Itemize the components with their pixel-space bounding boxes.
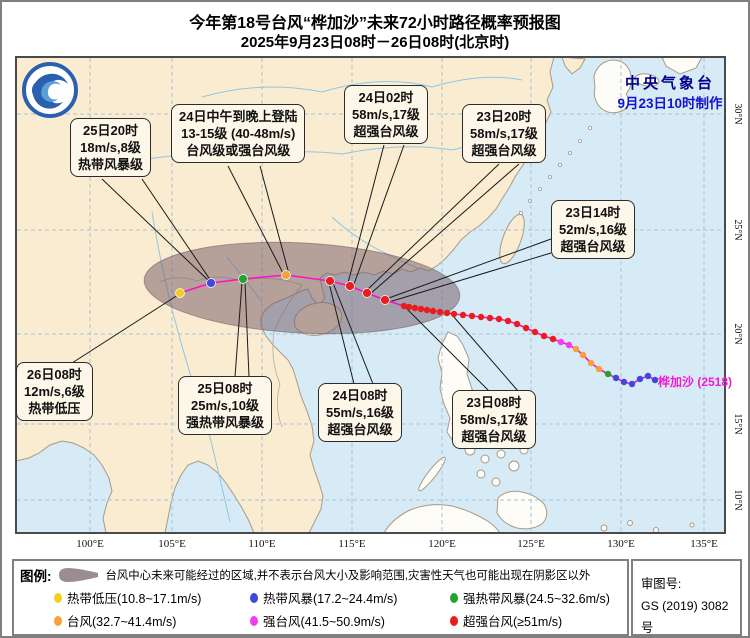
shikoku <box>634 73 660 87</box>
legend-title: 图例: <box>20 569 52 584</box>
kyushu <box>593 59 632 114</box>
map-review-number-box: 审图号: GS (2019) 3082号 <box>631 559 742 636</box>
callout-leader-lines <box>71 144 552 392</box>
svg-text:25°N: 25°N <box>732 219 743 240</box>
svg-text:15°N: 15°N <box>732 413 743 434</box>
legend-item-ty: 台风(32.7~41.4m/s) <box>54 611 250 630</box>
map-border <box>15 56 726 534</box>
callout-23d20h: 23日20时 58m/s,17级 超强台风级 <box>462 104 546 164</box>
legend-dot-ts-icon <box>250 592 258 603</box>
callout-25d08h: 25日08时 25m/s,10级 强热带风暴级 <box>178 376 273 436</box>
svg-text:105°E: 105°E <box>158 538 186 550</box>
callout-25d20h: 25日20时 18m/s,8级 热带风暴级 <box>70 118 152 178</box>
svg-text:115°E: 115°E <box>338 538 365 550</box>
mindanao-island <box>496 490 548 530</box>
svg-text:10°N: 10°N <box>732 489 743 510</box>
review-number: GS (2019) 3082号 <box>641 599 729 636</box>
legend-cone-note: 台风中心未来可能经过的区域,并不表示台风大小及影响范围,灾害性天气也可能出现在阴… <box>105 570 591 582</box>
palawan-island <box>418 456 446 492</box>
svg-text:120°E: 120°E <box>428 538 456 550</box>
review-label: 审图号: <box>641 577 682 591</box>
svg-text:130°E: 130°E <box>607 538 635 550</box>
page-subtitle: 2025年9月23日08时－26日08时(北京时) <box>240 34 510 51</box>
callout-23d14h: 23日14时 52m/s,16级 超强台风级 <box>551 200 635 260</box>
legend-item-sup: 超强台风(≥51m/s) <box>450 611 650 630</box>
svg-text:20°N: 20°N <box>732 323 743 344</box>
callout-24d02h: 24日02时 58m/s,17级 超强台风级 <box>344 85 428 145</box>
svg-text:125°E: 125°E <box>517 538 545 550</box>
axis-labels: 100°E 105°E 110°E 115°E 120°E 125°E 130°E 135°E… <box>76 103 743 550</box>
agency-name: 中央气象台 <box>624 75 715 92</box>
callout-23d08h: 23日08时 58m/s,17级 超强台风级 <box>452 390 536 450</box>
legend-dot-ty-icon <box>54 615 62 626</box>
legend-box: 图例: 台风中心未来可能经过的区域,并不表示台风大小及影响范围,灾害性天气也可能… <box>12 559 629 636</box>
legend-dot-sup-icon <box>450 615 458 626</box>
track-points <box>175 270 659 388</box>
cone-legend-icon <box>58 568 98 582</box>
callout-24d-landfall: 24日中午到晚上登陆 13-15级 (40-48m/s) 台风级或强台风级 <box>171 104 306 164</box>
legend-dot-sts-icon <box>450 592 458 603</box>
honshu-corner <box>661 57 703 75</box>
svg-text:135°E: 135°E <box>690 538 718 550</box>
legend-dot-sty-icon <box>250 615 258 626</box>
legend-item-sty: 强台风(41.5~50.9m/s) <box>250 611 450 630</box>
legend-item-ts: 热带风暴(17.2~24.4m/s) <box>250 588 450 607</box>
legend-dot-td-icon <box>54 592 62 603</box>
legend-item-sts: 强热带风暴(24.5~32.6m/s) <box>450 588 650 607</box>
callout-26d08h: 26日08时 12m/s,6级 热带低压 <box>16 362 93 422</box>
svg-text:30°N: 30°N <box>732 103 743 124</box>
korea-tip <box>561 57 586 75</box>
svg-text:100°E: 100°E <box>76 538 104 550</box>
probability-cone <box>143 241 461 335</box>
borneo-edge <box>383 504 501 533</box>
legend-item-td: 热带低压(10.8~17.1m/s) <box>54 588 250 607</box>
page-title: 今年第18号台风“桦加沙”未来72小时路径概率预报图 <box>189 15 561 32</box>
cma-logo-icon <box>22 62 78 118</box>
storm-name-label: 桦加沙 (2518) <box>658 375 733 389</box>
agency-issued-time: 9月23日10时制作 <box>617 96 723 111</box>
callout-24d08h: 24日08时 55m/s,16级 超强台风级 <box>318 383 402 443</box>
svg-text:110°E: 110°E <box>248 538 275 550</box>
legend-items: 热带低压(10.8~17.1m/s) 热带风暴(17.2~24.4m/s) 强热带风… <box>54 588 621 630</box>
